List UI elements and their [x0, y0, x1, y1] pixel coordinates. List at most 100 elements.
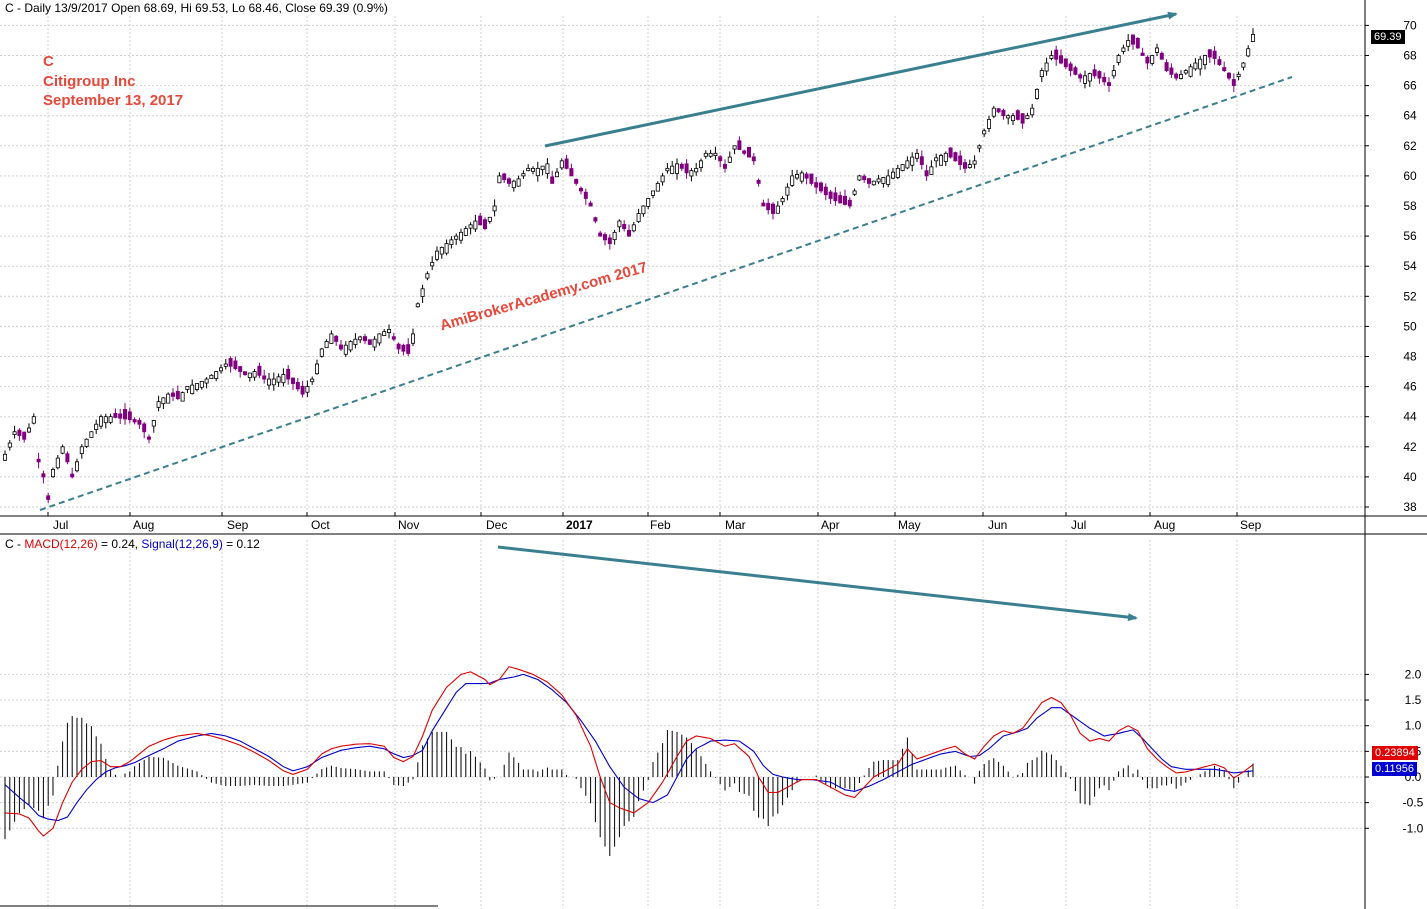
candle-body — [1222, 67, 1227, 71]
candle — [555, 167, 560, 178]
candle — [521, 170, 526, 180]
candle — [761, 199, 766, 207]
candle-body — [1155, 47, 1160, 53]
candle-body — [886, 175, 891, 185]
candle — [689, 168, 694, 182]
candle-body — [1006, 115, 1011, 119]
candle-body — [444, 243, 449, 254]
candle-body — [564, 158, 569, 169]
candle-body — [790, 175, 795, 186]
candle — [747, 146, 752, 158]
candle — [439, 246, 444, 259]
candle — [967, 159, 972, 169]
candle — [924, 164, 929, 181]
candle — [233, 356, 238, 371]
candle-body — [79, 446, 84, 454]
candle — [871, 180, 876, 186]
candle — [646, 198, 651, 210]
candle-body — [871, 180, 876, 186]
candle-body — [891, 171, 896, 179]
candle — [1174, 72, 1179, 81]
candle-body — [180, 392, 185, 402]
candle-body — [843, 195, 848, 205]
candle — [257, 362, 262, 379]
price-header: C - Daily 13/9/2017 Open 68.69, Hi 69.53… — [5, 1, 388, 15]
candle-body — [862, 175, 867, 181]
candle-body — [415, 303, 420, 308]
candle-body — [348, 341, 353, 351]
candle — [1102, 72, 1107, 86]
candle-body — [338, 344, 343, 350]
candle-body — [991, 107, 996, 117]
candle — [1087, 72, 1092, 87]
candle — [881, 176, 886, 188]
price-header-text: Daily 13/9/2017 Open 68.69, Hi 69.53, Lo… — [24, 1, 388, 15]
candle — [771, 202, 776, 220]
candle — [46, 492, 51, 504]
candle — [190, 379, 195, 395]
candle — [847, 197, 852, 209]
candle — [703, 150, 708, 159]
candle — [804, 171, 809, 185]
candle-body — [1068, 63, 1073, 71]
candle — [1231, 73, 1236, 93]
x-tick-label: Jul — [53, 518, 68, 532]
candle-body — [367, 339, 372, 345]
candle — [7, 440, 12, 451]
candle-body — [915, 152, 920, 159]
candle-body — [679, 163, 684, 169]
candle-body — [487, 216, 492, 222]
candle — [142, 422, 147, 439]
candle-body — [785, 186, 790, 196]
candle — [963, 158, 968, 173]
candle-body — [900, 164, 905, 171]
candle-body — [1078, 74, 1083, 79]
candle-body — [463, 228, 468, 236]
candle-body — [1198, 58, 1203, 70]
candle-body — [1164, 62, 1169, 71]
candle-body — [761, 202, 766, 207]
candle — [94, 419, 99, 434]
candle — [209, 374, 214, 379]
candle-body — [833, 192, 838, 202]
candle — [242, 371, 247, 376]
candle-body — [1054, 49, 1059, 60]
candle-body — [1131, 34, 1136, 45]
candle — [939, 153, 944, 166]
candle — [367, 339, 372, 345]
candle-body — [617, 220, 622, 228]
candle — [569, 163, 574, 177]
candle-body — [1251, 34, 1256, 42]
candle-body — [953, 152, 958, 162]
candle — [449, 236, 454, 249]
price-y-tick-label: 58 — [1403, 199, 1417, 213]
candle — [1227, 71, 1232, 81]
candle — [526, 164, 531, 172]
candle-body — [75, 461, 80, 472]
candle-body — [924, 170, 929, 177]
candle — [867, 177, 872, 189]
candle — [627, 224, 632, 237]
candle-body — [382, 331, 387, 337]
candle-body — [94, 423, 99, 430]
candle-body — [756, 179, 761, 184]
candle-body — [929, 166, 934, 175]
candle — [118, 408, 123, 425]
candle — [353, 333, 358, 349]
macd-panel — [4, 666, 1254, 857]
candle-body — [252, 371, 257, 378]
candle-body — [1193, 62, 1198, 70]
candle — [334, 335, 339, 346]
candle-body — [175, 391, 180, 400]
candle-body — [1150, 55, 1155, 64]
candle — [1015, 109, 1020, 121]
candle — [655, 181, 660, 192]
candle-body — [771, 203, 776, 214]
candle-body — [305, 386, 310, 393]
candle — [564, 154, 569, 170]
x-tick-label: Jul — [1071, 518, 1086, 532]
candle — [1126, 34, 1131, 52]
candle-body — [1111, 70, 1116, 77]
candle — [583, 188, 588, 205]
candle — [151, 419, 156, 433]
